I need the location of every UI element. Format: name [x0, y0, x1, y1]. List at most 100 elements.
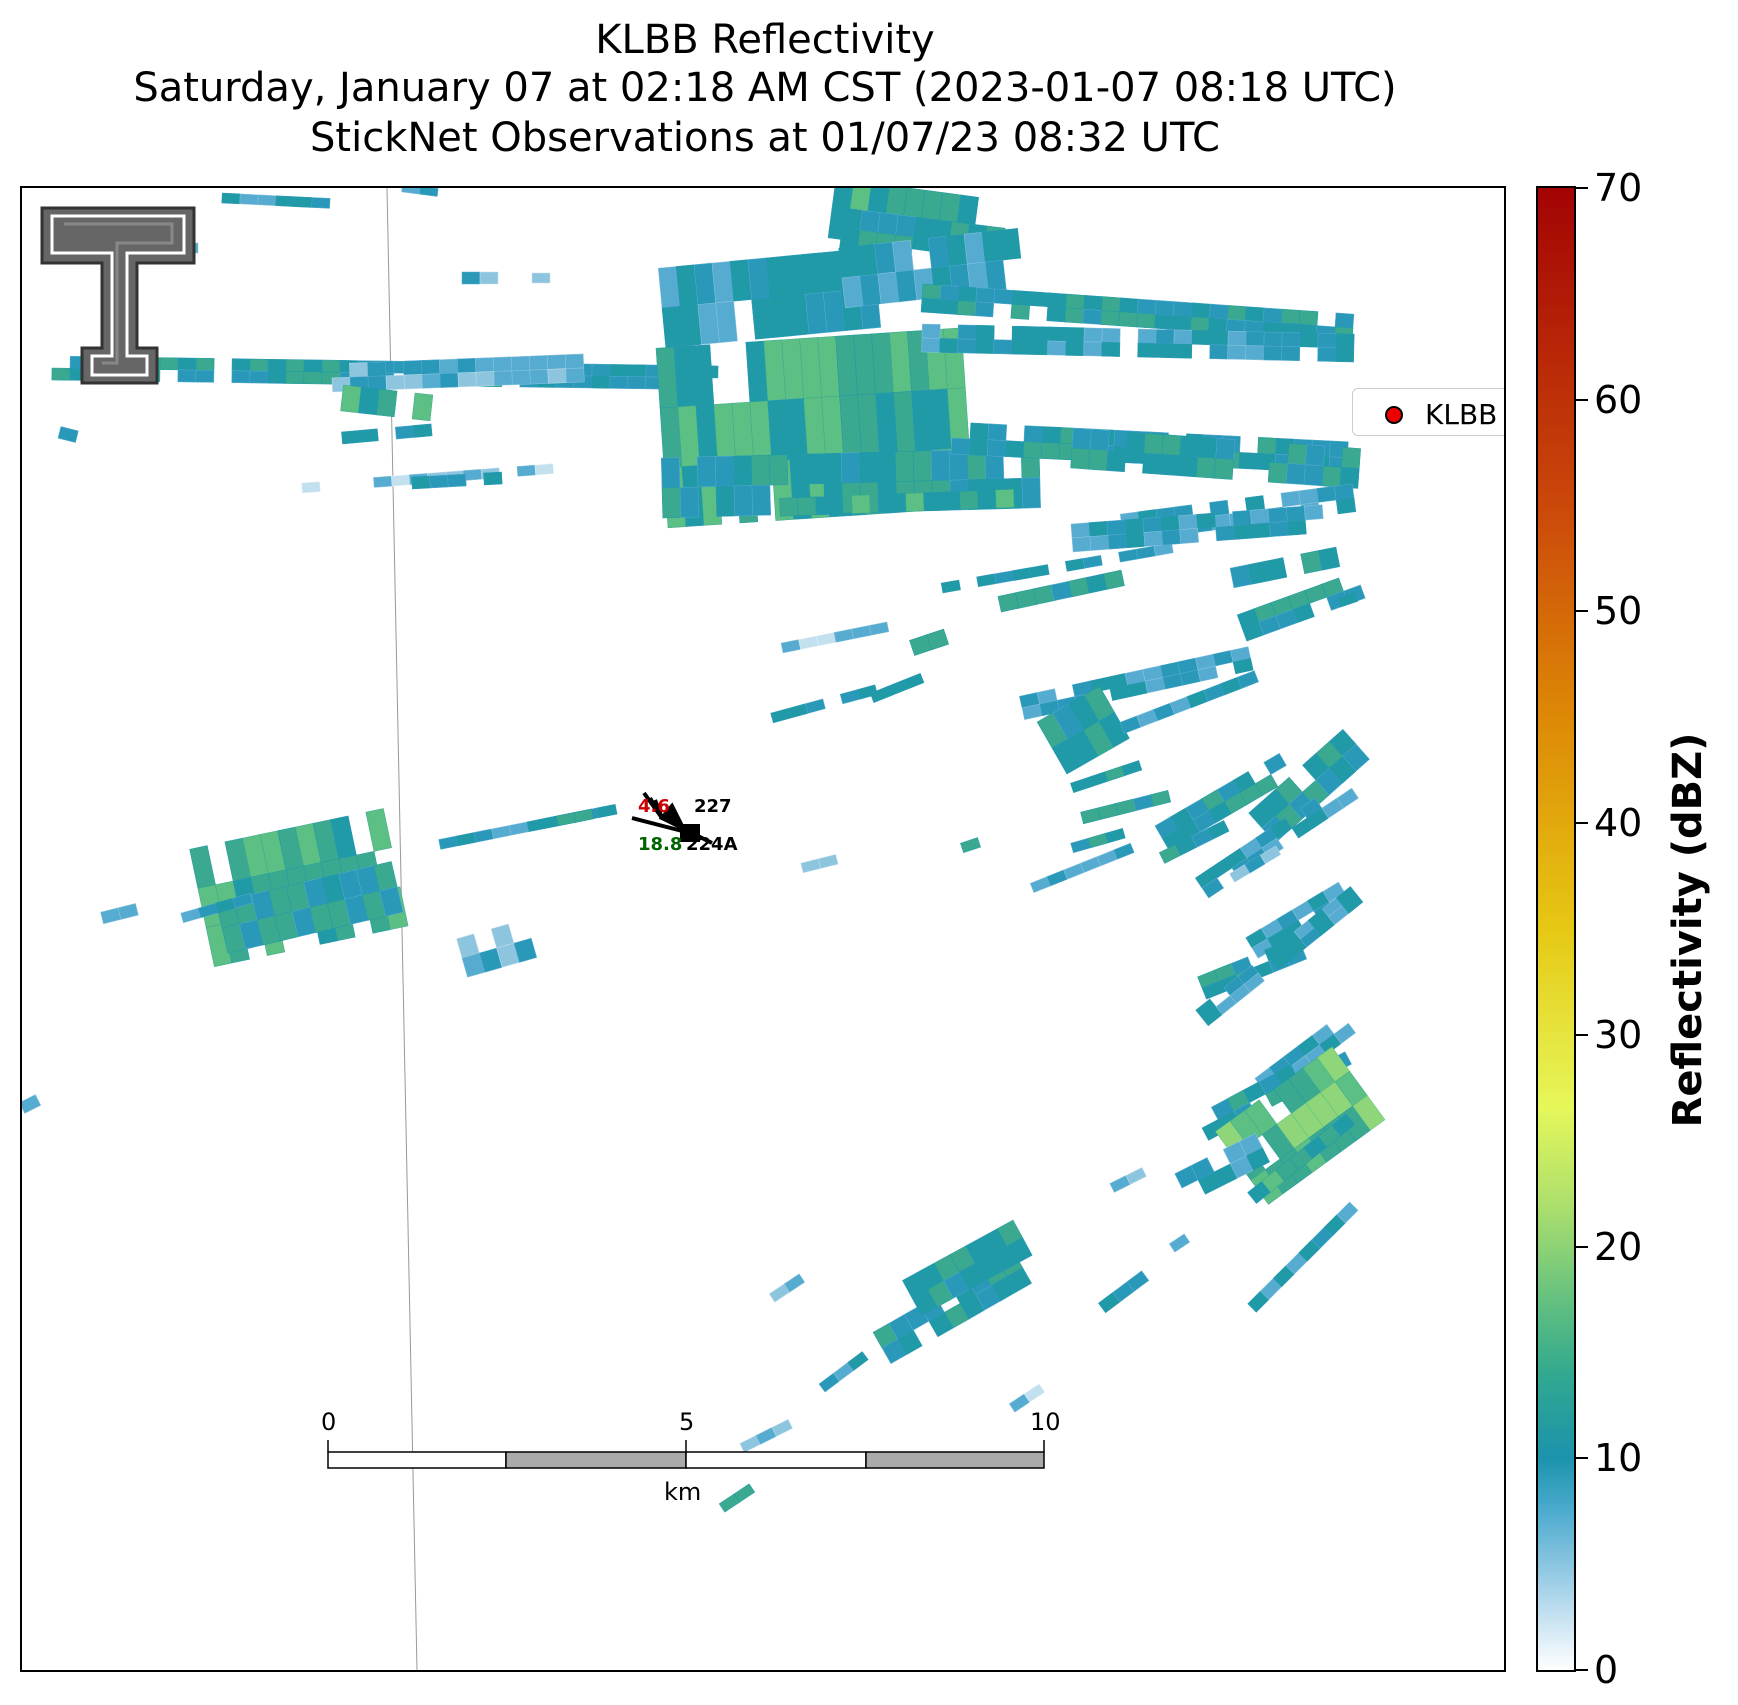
echo-gate: [1047, 292, 1067, 309]
echo-gate: [1103, 569, 1125, 590]
echo-gate: [1104, 828, 1126, 844]
echo-gate: [1259, 845, 1282, 865]
echo-gate: [293, 196, 313, 208]
echo-gate: [1337, 591, 1359, 608]
echo-gate: [1155, 300, 1175, 316]
echo-gate: [1101, 327, 1121, 343]
echo-gate: [221, 192, 241, 205]
echo-gate: [840, 452, 861, 484]
echo-gate: [421, 359, 441, 375]
texas-tech-logo: [40, 206, 196, 385]
echo-gate: [733, 1483, 756, 1503]
echo-gate: [975, 325, 995, 340]
echo-gate: [1336, 787, 1359, 809]
echo-band: [1154, 753, 1287, 851]
echo-gate: [1190, 316, 1210, 333]
reflectivity-echoes: [22, 188, 1386, 1513]
echo-gate: [1254, 774, 1279, 797]
echo-gate: [1246, 1147, 1270, 1171]
echo-gate: [1004, 440, 1025, 458]
echo-gate: [195, 369, 215, 383]
echo-gate: [438, 835, 459, 850]
echo-gate: [385, 374, 405, 391]
echo-gate: [239, 193, 259, 206]
echo-band: [739, 1419, 793, 1453]
echo-gate: [1070, 447, 1091, 470]
echo-gate: [1232, 657, 1254, 675]
echo-gate: [999, 228, 1022, 261]
echo-gate: [1244, 306, 1265, 323]
echo-gate: [1100, 310, 1120, 327]
echo-gate: [1281, 332, 1301, 348]
echo-gate: [483, 471, 503, 486]
county-boundary: [386, 188, 418, 1670]
echo-gate: [1243, 972, 1265, 993]
echo-band: [718, 1483, 756, 1513]
echo-gate: [391, 474, 411, 487]
echo-gate: [1041, 426, 1061, 444]
echo-gate: [1029, 876, 1051, 893]
echo-gate: [984, 259, 1007, 293]
scale-bar: [327, 1440, 1045, 1469]
echo-gate: [538, 815, 559, 830]
radar-map[interactable]: KLBB 4.6 227 18.8 224A 0 5 10 km: [20, 186, 1506, 1672]
echo-gate: [411, 392, 434, 422]
echo-gate: [1029, 564, 1050, 578]
echo-gate: [1245, 331, 1265, 347]
echo-gate: [479, 271, 499, 285]
echo-gate: [838, 245, 861, 279]
echo-gate: [1191, 330, 1211, 345]
echo-gate: [1305, 444, 1326, 467]
echo-gate: [403, 360, 423, 376]
echo-gate: [975, 287, 996, 304]
wind-barb-224a: [631, 816, 700, 842]
echo-gate: [508, 821, 530, 836]
echo-gate: [1040, 442, 1061, 460]
echo-gate: [1070, 837, 1091, 854]
echo-gate: [365, 808, 392, 852]
echo-gate: [847, 1351, 869, 1371]
echo-gate: [1245, 345, 1265, 361]
echo-gate: [858, 451, 879, 483]
echo-gate: [941, 491, 961, 511]
echo-gate: [100, 907, 122, 925]
echo-band: [1195, 886, 1364, 1027]
echo-gate: [1155, 343, 1175, 359]
echo-band: [780, 621, 890, 654]
map-title-radar: KLBB Reflectivity: [595, 17, 935, 63]
echo-gate: [1160, 515, 1180, 532]
echo-gate: [1104, 765, 1126, 782]
echo-gate: [177, 369, 197, 383]
map-title-time: Saturday, January 07 at 02:18 AM CST (20…: [133, 65, 1397, 111]
echo-gate: [1280, 308, 1301, 325]
echo-gate: [419, 188, 439, 197]
echo-gate: [22, 1094, 42, 1114]
echo-gate: [816, 632, 837, 647]
echo-band: [909, 628, 949, 656]
echo-gate: [534, 463, 554, 476]
station-227-temperature: 4.6: [638, 796, 670, 817]
echo-gate: [920, 297, 941, 314]
echo-gate: [1065, 327, 1085, 343]
echo-band: [221, 192, 331, 209]
echo-gate: [1263, 753, 1287, 775]
echo-gate: [1173, 301, 1193, 318]
echo-gate: [841, 275, 864, 309]
echo-gate: [1065, 341, 1085, 357]
echo-gate: [868, 621, 890, 636]
echo-gate: [1280, 490, 1301, 508]
echo-gate: [945, 233, 968, 267]
echo-gate: [1268, 507, 1288, 524]
echo-gate: [797, 496, 817, 516]
echo-gate: [974, 301, 995, 318]
echo-gate: [1251, 522, 1271, 539]
colorbar-tick-mark: [1576, 1669, 1588, 1671]
echo-gate: [379, 886, 404, 917]
echo-gate: [779, 497, 799, 517]
echo-gate: [1046, 869, 1068, 887]
echo-gate: [1115, 798, 1137, 816]
echo-band: [1337, 591, 1359, 608]
echo-gate: [1263, 345, 1283, 361]
echo-gate: [180, 907, 201, 924]
colorbar-tick-label: 30: [1594, 1012, 1643, 1057]
